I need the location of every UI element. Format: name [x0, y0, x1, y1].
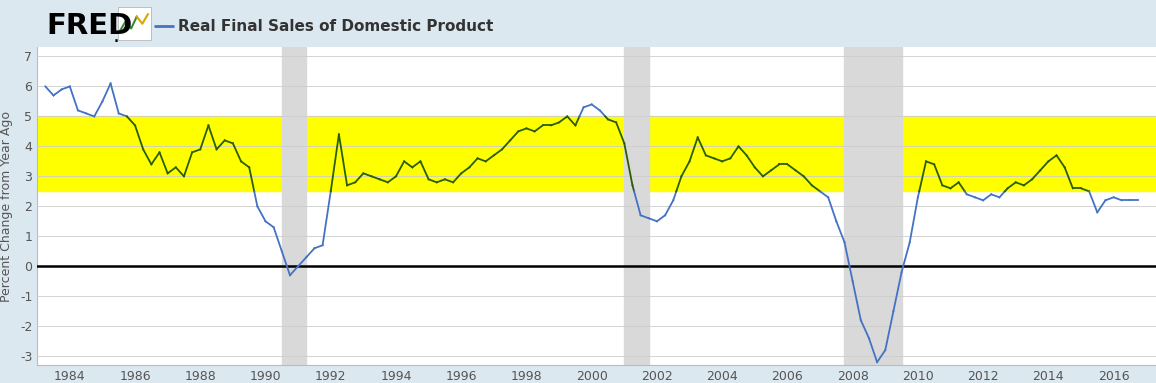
- Bar: [845, 47, 902, 365]
- Text: FRED: FRED: [46, 12, 133, 40]
- Bar: [282, 47, 306, 365]
- FancyBboxPatch shape: [118, 7, 151, 40]
- Bar: [37, 116, 1156, 192]
- Y-axis label: Percent Change from Year Ago: Percent Change from Year Ago: [0, 111, 13, 302]
- Text: Real Final Sales of Domestic Product: Real Final Sales of Domestic Product: [178, 19, 494, 34]
- Text: .: .: [112, 26, 119, 46]
- Bar: [624, 47, 649, 365]
